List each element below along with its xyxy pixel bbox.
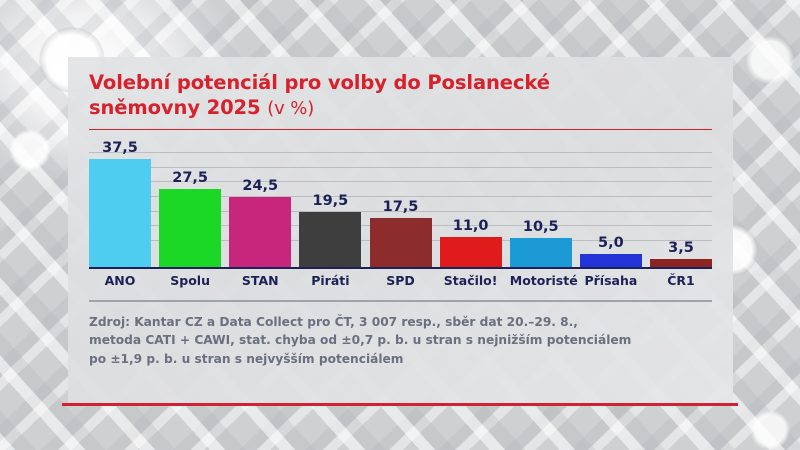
title-block: Volební potenciál pro volby do Poslaneck…	[89, 57, 712, 121]
bar-rect[interactable]	[369, 217, 432, 269]
source-divider	[89, 300, 712, 302]
category-label: Spolu	[170, 273, 210, 288]
bar-rect[interactable]	[579, 254, 642, 269]
category-label: Piráti	[311, 273, 350, 288]
bar-value-label: 10,5	[522, 219, 559, 236]
bar-column[interactable]: 5,0	[579, 152, 642, 269]
source-line: po ±1,9 p. b. u stran s nejvyšším potenc…	[89, 351, 404, 366]
source-line: Zdroj: Kantar CZ a Data Collect pro ČT, …	[89, 314, 578, 329]
chart-title-line-2: sněmovny 2025 (v %)	[89, 95, 712, 121]
bar-value-label: 3,5	[668, 239, 694, 256]
bar-rect[interactable]	[509, 238, 572, 269]
category-label: STAN	[241, 273, 279, 288]
source-note: Zdroj: Kantar CZ a Data Collect pro ČT, …	[89, 313, 712, 369]
category-label: ANO	[104, 273, 136, 288]
bar-column[interactable]: 11,0	[439, 152, 502, 269]
bar-value-label: 37,5	[102, 140, 138, 157]
bar-column[interactable]: 3,5	[650, 152, 712, 269]
bar-column[interactable]: 27,5	[159, 152, 222, 269]
gridline	[89, 152, 712, 153]
bar-column[interactable]: 37,5	[89, 141, 151, 269]
bar-rect[interactable]	[89, 159, 151, 269]
gridline	[89, 195, 712, 197]
chart-title-unit: (v %)	[267, 98, 315, 119]
bar-value-label: 17,5	[382, 198, 419, 215]
bar-rect[interactable]	[299, 211, 362, 269]
bar-value-label: 11,0	[452, 217, 489, 234]
bar-value-label: 5,0	[598, 235, 624, 252]
source-line: metoda CATI + CAWI, stat. chyba od ±0,7 …	[89, 333, 632, 347]
gridline	[89, 181, 712, 183]
bar-rect[interactable]	[439, 236, 502, 269]
bar-chart: 37,5 27,5 24,5 19,5 17,5 11,0 10,5 5,0 3,5	[89, 141, 712, 269]
bar-value-label: 24,5	[242, 178, 279, 195]
gridline	[89, 166, 712, 168]
category-label: ČR1	[667, 273, 695, 288]
category-label: Motoristé	[509, 273, 578, 288]
bar-column[interactable]: 19,5	[299, 152, 362, 269]
bar-column[interactable]: 17,5	[369, 152, 432, 269]
bar-column[interactable]: 10,5	[509, 152, 572, 269]
bar-rect[interactable]	[229, 197, 292, 269]
x-axis-baseline	[89, 267, 712, 269]
bar-value-label: 27,5	[172, 169, 209, 186]
infographic-card: Volební potenciál pro volby do Poslaneck…	[68, 57, 733, 405]
chart-title-line-1: Volební potenciál pro volby do Poslaneck…	[89, 71, 550, 94]
bar-rect[interactable]	[159, 188, 222, 269]
category-axis-labels: ANO Spolu STAN Piráti SPD Stačilo! Motoristé Př…	[89, 273, 712, 288]
bottom-accent-rule	[62, 403, 738, 406]
bar-value-label: 19,5	[312, 192, 349, 209]
gridline	[89, 210, 712, 212]
bar-rect[interactable]	[650, 258, 712, 269]
category-label: SPD	[386, 273, 415, 288]
category-label: Přísaha	[584, 273, 638, 288]
title-divider	[89, 129, 712, 130]
chart-title-main: sněmovny 2025	[89, 96, 261, 119]
bar-series: 37,5 27,5 24,5 19,5 17,5 11,0 10,5 5,0 3,5	[89, 141, 712, 269]
category-label: Stačilo!	[443, 273, 498, 288]
bar-column[interactable]: 24,5	[229, 152, 292, 269]
